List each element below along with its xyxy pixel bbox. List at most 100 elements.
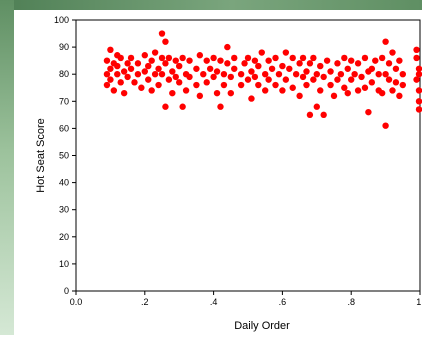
data-point bbox=[203, 57, 210, 64]
data-point bbox=[145, 62, 152, 70]
data-point bbox=[334, 76, 341, 83]
data-point bbox=[213, 89, 221, 97]
data-point bbox=[327, 68, 334, 75]
data-point bbox=[272, 54, 279, 62]
data-point bbox=[138, 84, 145, 91]
x-tick-label: 0.0 bbox=[70, 297, 83, 307]
data-point bbox=[162, 103, 169, 110]
data-point bbox=[220, 71, 228, 78]
data-point bbox=[275, 71, 283, 78]
data-point bbox=[296, 92, 303, 100]
x-tick-label: .8 bbox=[347, 297, 355, 307]
data-point bbox=[344, 65, 351, 72]
y-tick-label: 70 bbox=[59, 96, 69, 106]
data-point bbox=[361, 84, 369, 91]
data-point bbox=[378, 54, 386, 62]
data-point bbox=[392, 79, 400, 86]
data-point bbox=[389, 87, 396, 94]
data-point bbox=[413, 46, 420, 54]
data-point bbox=[145, 76, 152, 83]
y-tick-label: 30 bbox=[59, 205, 69, 215]
data-point bbox=[200, 71, 207, 78]
data-point bbox=[272, 81, 279, 89]
data-point bbox=[258, 49, 265, 56]
data-point bbox=[120, 89, 128, 97]
data-point bbox=[292, 71, 300, 78]
data-point bbox=[341, 84, 348, 91]
plot-border bbox=[75, 19, 421, 292]
data-point bbox=[114, 71, 121, 78]
x-tick-label: .6 bbox=[279, 297, 287, 307]
data-point bbox=[299, 54, 307, 62]
data-point bbox=[341, 54, 348, 62]
data-point bbox=[248, 95, 255, 102]
data-point bbox=[134, 71, 142, 78]
x-axis-title: Daily Order bbox=[234, 320, 290, 332]
y-tick-label: 0 bbox=[64, 286, 69, 296]
data-point bbox=[415, 98, 422, 105]
data-point bbox=[186, 57, 193, 64]
data-point bbox=[415, 65, 422, 72]
y-tick-label: 20 bbox=[59, 232, 69, 242]
data-point bbox=[415, 106, 422, 113]
data-point bbox=[262, 71, 269, 78]
data-point bbox=[368, 79, 376, 86]
data-point bbox=[217, 103, 224, 110]
data-point bbox=[306, 60, 314, 67]
data-point bbox=[299, 73, 307, 81]
data-point bbox=[141, 52, 148, 59]
data-point bbox=[182, 87, 190, 94]
data-point bbox=[303, 81, 310, 89]
data-point bbox=[172, 57, 179, 64]
data-point bbox=[320, 73, 327, 81]
x-tick-label: 1. bbox=[416, 297, 422, 307]
data-point bbox=[231, 65, 238, 72]
data-point bbox=[317, 87, 324, 94]
data-point bbox=[176, 79, 183, 86]
data-point bbox=[193, 81, 200, 89]
data-point bbox=[375, 71, 382, 78]
data-point bbox=[217, 57, 224, 64]
y-tick-label: 90 bbox=[59, 42, 69, 52]
data-point bbox=[227, 89, 234, 97]
data-point bbox=[265, 57, 272, 64]
left-decorative-band bbox=[0, 0, 14, 335]
data-point bbox=[141, 68, 148, 75]
data-point bbox=[296, 60, 303, 67]
data-point bbox=[120, 68, 128, 75]
data-point bbox=[251, 73, 259, 81]
data-point bbox=[289, 54, 296, 62]
data-point bbox=[241, 60, 248, 67]
data-point bbox=[231, 54, 238, 62]
data-point bbox=[348, 57, 355, 64]
data-point bbox=[413, 76, 420, 83]
data-point bbox=[255, 62, 262, 70]
data-point bbox=[124, 60, 131, 67]
data-point bbox=[255, 81, 262, 89]
data-point bbox=[224, 60, 231, 67]
x-tick-label: .4 bbox=[210, 297, 218, 307]
data-point bbox=[392, 65, 400, 72]
data-point bbox=[413, 54, 420, 62]
data-point bbox=[279, 87, 286, 94]
x-axis-ticks: 0.0 .2 .4 .6 .8 1. bbox=[70, 291, 422, 307]
data-point bbox=[244, 54, 252, 62]
data-point bbox=[282, 76, 290, 83]
data-point bbox=[210, 54, 217, 62]
y-tick-label: 40 bbox=[59, 178, 69, 188]
data-point bbox=[265, 76, 272, 83]
data-point bbox=[117, 54, 124, 62]
y-axis-ticks: 0 10 20 30 40 50 60 70 80 90 100 bbox=[54, 15, 76, 296]
data-point bbox=[372, 57, 379, 64]
data-point bbox=[131, 79, 138, 86]
data-point bbox=[186, 73, 193, 81]
data-point bbox=[127, 65, 135, 72]
data-point bbox=[103, 57, 111, 64]
data-point bbox=[151, 71, 159, 78]
data-point bbox=[313, 71, 320, 78]
data-point bbox=[382, 71, 389, 78]
data-point bbox=[399, 81, 406, 89]
data-point bbox=[158, 54, 166, 62]
data-point bbox=[382, 122, 389, 129]
data-point bbox=[396, 92, 403, 100]
